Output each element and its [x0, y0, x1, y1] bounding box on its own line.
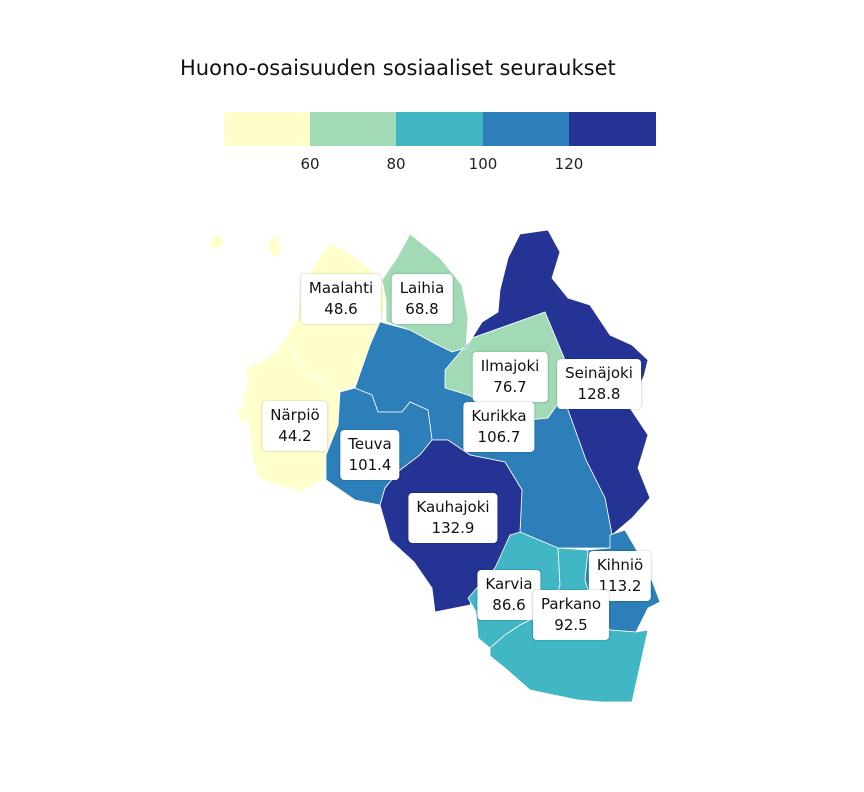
region-label-parkano: Parkano 92.5: [532, 590, 610, 640]
region-island: [237, 405, 249, 425]
legend-tick-60: 60: [300, 155, 320, 173]
region-label-narpio: Närpiö 44.2: [262, 401, 328, 451]
legend-bin-1: [310, 112, 397, 146]
legend-tick-80: 80: [386, 155, 406, 173]
legend-bin-4: [569, 112, 656, 146]
region-label-seinajoki: Seinäjoki 128.8: [557, 359, 641, 409]
region-island: [209, 233, 225, 251]
region-label-laihia: Laihia 68.8: [391, 274, 453, 324]
region-label-ilmajoki: Ilmajoki 76.7: [472, 352, 548, 402]
color-legend: 60 80 100 120: [0, 0, 864, 200]
map-title: Huono-osaisuuden sosiaaliset seuraukset: [180, 56, 616, 80]
region-island: [267, 235, 283, 259]
region-seinajoki[interactable]: [471, 229, 651, 536]
region-label-teuva: Teuva 101.4: [340, 430, 400, 480]
region-label-karvia: Karvia 86.6: [477, 570, 541, 620]
legend-tick-100: 100: [468, 155, 498, 173]
legend-bin-2: [396, 112, 483, 146]
region-label-kauhajoki: Kauhajoki 132.9: [408, 493, 498, 543]
legend-bin-3: [483, 112, 570, 146]
region-label-maalahti: Maalahti 48.6: [300, 274, 382, 324]
legend-tick-120: 120: [554, 155, 584, 173]
region-label-kurikka: Kurikka 106.7: [463, 402, 535, 452]
legend-bin-0: [224, 112, 311, 146]
